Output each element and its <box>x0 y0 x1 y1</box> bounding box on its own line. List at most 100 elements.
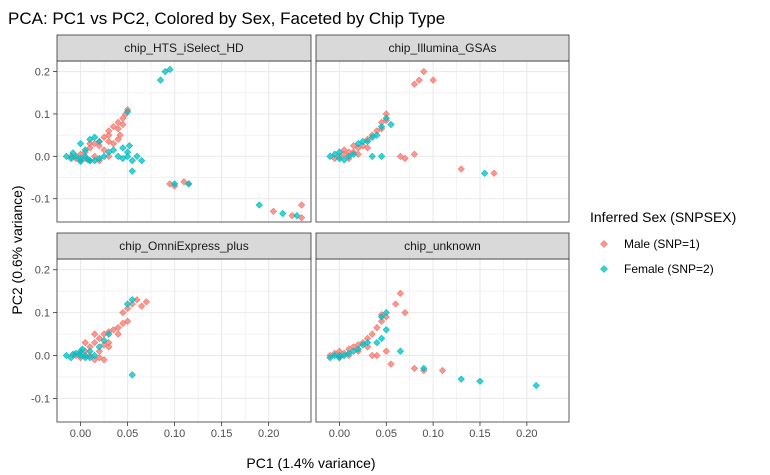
x-tick-label: 0.20 <box>516 428 537 440</box>
data-point-female <box>340 156 348 164</box>
data-point-female <box>335 354 344 362</box>
x-tick-label: 0.00 <box>329 428 350 440</box>
data-point-male <box>340 146 348 154</box>
x-tick-label: 0.15 <box>211 428 232 440</box>
legend: Inferred Sex (SNPSEX) Male (SNP=1) Female… <box>590 209 736 276</box>
data-point-male <box>119 319 127 327</box>
data-point-male <box>123 304 132 312</box>
facet-panel-chip_unknown: chip_unknown <box>315 232 570 423</box>
x-tick-label: 0.15 <box>469 428 490 440</box>
data-point-female <box>123 300 132 308</box>
x-tick-label: 0.05 <box>376 428 397 440</box>
data-point-female <box>457 375 465 383</box>
y-tick-label: 0.1 <box>35 308 50 320</box>
data-point-female <box>123 152 132 160</box>
data-point-male <box>91 356 99 364</box>
data-point-male <box>138 302 146 310</box>
data-point-female <box>128 296 136 304</box>
x-tick-label: 0.10 <box>164 428 185 440</box>
facet-strip <box>56 34 312 62</box>
facet-strip <box>315 232 570 260</box>
data-point-female <box>293 212 301 220</box>
data-point-female <box>373 339 381 347</box>
data-point-female <box>95 343 103 351</box>
data-point-female <box>123 108 132 116</box>
legend-key-female <box>600 265 608 273</box>
points <box>326 67 498 177</box>
data-point-female <box>354 345 362 353</box>
x-tick-label: 0.00 <box>70 428 91 440</box>
data-point-male <box>91 330 99 338</box>
data-point-female <box>86 354 94 362</box>
data-point-female <box>382 326 390 334</box>
data-point-male <box>297 201 306 209</box>
data-point-male <box>100 341 108 349</box>
data-point-male <box>109 326 118 334</box>
data-point-female <box>76 139 85 148</box>
data-point-female <box>170 180 179 188</box>
facet-panel-chip_HTS_iSelect_HD: chip_HTS_iSelect_HD <box>56 34 312 223</box>
data-point-female <box>377 123 386 131</box>
data-point-female <box>119 144 127 152</box>
legend-title: Inferred Sex (SNPSEX) <box>590 209 736 225</box>
data-point-male <box>119 308 127 317</box>
data-point-female <box>62 152 71 160</box>
data-point-male <box>410 80 419 88</box>
y-tick-label: -0.1 <box>31 393 50 405</box>
y-tick-label: 0.0 <box>35 351 50 363</box>
points <box>62 296 150 379</box>
data-point-male <box>363 144 372 152</box>
data-point-female <box>128 371 136 379</box>
data-point-female <box>84 156 92 164</box>
data-point-male <box>490 169 498 177</box>
data-point-male <box>119 120 127 129</box>
data-point-female <box>476 377 484 385</box>
legend-item-male: Male (SNP=1) <box>600 237 700 251</box>
data-point-female <box>363 137 372 146</box>
y-tick-label: 0.2 <box>35 67 50 79</box>
chart-title: PCA: PC1 vs PC2, Colored by Sex, Faceted… <box>8 9 445 28</box>
y-tick-label: -0.1 <box>31 194 50 206</box>
data-point-female <box>363 339 372 347</box>
data-point-male <box>105 152 113 160</box>
data-point-female <box>81 354 89 362</box>
y-tick-label: 0.1 <box>35 109 50 121</box>
data-point-female <box>255 201 263 209</box>
data-point-female <box>69 149 77 157</box>
data-point-male <box>382 347 390 355</box>
data-point-male <box>396 289 404 297</box>
data-point-female <box>62 351 71 360</box>
y-tick-label: 0.2 <box>35 265 50 277</box>
data-point-male <box>133 296 141 304</box>
data-point-male <box>420 67 428 76</box>
data-point-male <box>373 324 381 332</box>
data-point-male <box>457 165 465 173</box>
data-point-male <box>288 212 296 220</box>
data-point-female <box>420 364 428 373</box>
x-tick-label: 0.10 <box>422 428 443 440</box>
data-point-female <box>377 152 386 160</box>
data-point-female <box>387 120 395 129</box>
panel-background <box>316 259 569 422</box>
data-point-male <box>95 142 103 150</box>
facet-panel-chip_Illumina_GSAs: chip_Illumina_GSAs <box>315 34 570 223</box>
facet-panel-chip_OmniExpress_plus: chip_OmniExpress_plus <box>56 232 312 423</box>
axes: -0.1 0.0 0.1 0.2 0.00 0.05 0.10 0.15 0.20 -0.1 0.0… <box>31 67 538 440</box>
panel-background <box>316 61 569 222</box>
data-point-male <box>410 150 419 158</box>
data-point-female <box>76 351 85 360</box>
data-point-male <box>387 360 395 368</box>
data-point-male <box>95 354 103 362</box>
data-point-male <box>410 364 419 373</box>
data-point-female <box>100 152 108 160</box>
data-point-female <box>156 76 165 84</box>
legend-label: Female (SNP=2) <box>624 262 714 276</box>
data-point-male <box>81 339 89 347</box>
data-point-female <box>279 209 287 218</box>
data-point-male <box>429 76 437 84</box>
data-point-female <box>128 167 136 175</box>
data-point-male <box>116 131 124 139</box>
facet-strip-label: chip_HTS_iSelect_HD <box>124 41 244 55</box>
legend-label: Male (SNP=1) <box>624 237 700 251</box>
